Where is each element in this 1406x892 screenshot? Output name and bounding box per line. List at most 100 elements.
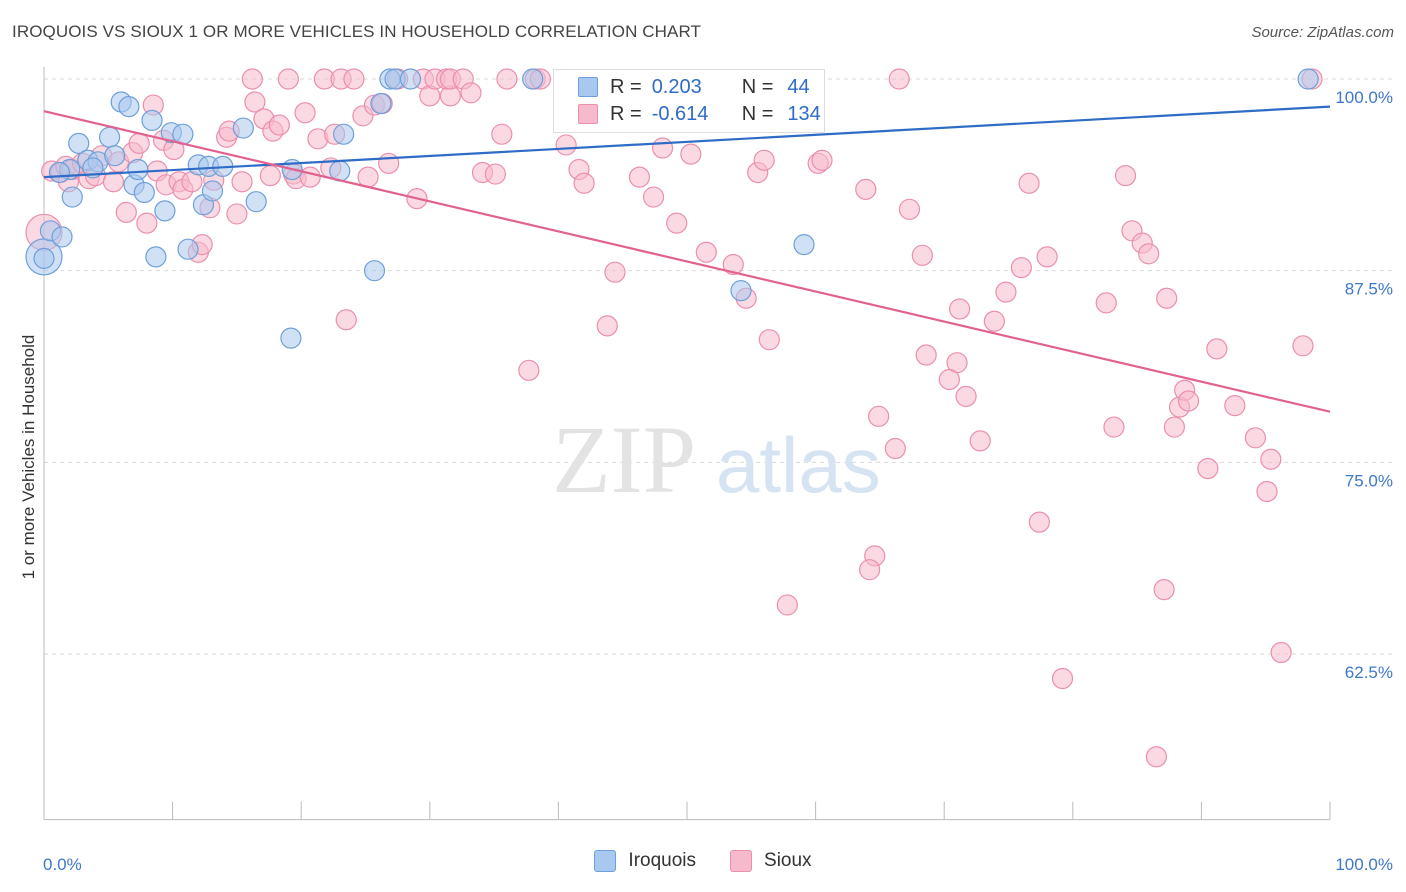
y-axis-label: 1 or more Vehicles in Household — [19, 335, 38, 580]
iroquois-point — [61, 186, 83, 208]
sioux-point — [1270, 641, 1292, 664]
iroquois-point — [399, 68, 422, 90]
iroquois-point — [280, 327, 302, 349]
iroquois-point — [363, 260, 386, 282]
chart-title: IROQUOIS VS SIOUX 1 OR MORE VEHICLES IN … — [12, 22, 702, 41]
sioux-point — [357, 166, 379, 188]
sioux-point — [1051, 667, 1074, 690]
sioux-point — [299, 166, 321, 188]
iroquois-point — [522, 68, 544, 90]
sioux-point — [604, 261, 626, 283]
sioux-point — [1153, 578, 1175, 601]
sioux-point — [1197, 457, 1219, 480]
sioux-point — [496, 68, 518, 90]
iroquois-point — [145, 246, 167, 268]
sioux-point — [128, 132, 150, 154]
sioux-point — [969, 430, 991, 452]
series-legend: Iroquois Sioux — [0, 850, 1406, 872]
r-label: R = — [610, 102, 642, 125]
gridlines — [44, 78, 1392, 655]
sioux-point — [776, 594, 798, 616]
iroquois-point — [201, 180, 224, 202]
sioux-legend-swatch — [730, 850, 753, 872]
iroquois-point — [333, 123, 355, 145]
sioux-point — [898, 198, 921, 220]
sioux-swatch — [578, 104, 598, 124]
sioux-point — [651, 137, 674, 159]
iroquois-point — [82, 157, 104, 179]
iroquois-point — [141, 109, 163, 132]
sioux-point — [1018, 172, 1040, 194]
sioux-point — [811, 149, 833, 171]
iroquois-trend-line — [43, 105, 1331, 179]
iroquois-point — [48, 161, 71, 184]
x-tick-label: 0.0% — [43, 855, 82, 874]
iroquois-point — [177, 238, 199, 260]
watermark-zip: ZIP — [552, 406, 696, 513]
sioux-point — [491, 123, 513, 145]
legend-label-sioux: Sioux — [764, 850, 812, 871]
sioux-point — [1145, 746, 1167, 768]
stats-legend: R = 0.203 N = 44 R = -0.614 N = 134 — [553, 69, 825, 133]
sioux-point — [1256, 480, 1278, 503]
sioux-point — [666, 212, 688, 234]
sioux-point — [1163, 416, 1185, 438]
sioux-point — [1156, 287, 1178, 309]
sioux-point — [855, 178, 877, 200]
legend-item-iroquois[interactable]: Iroquois — [594, 850, 696, 872]
sioux-point — [1260, 448, 1282, 470]
sioux-point — [642, 186, 665, 208]
sioux-point — [573, 172, 595, 194]
sioux-trend-line — [43, 110, 1331, 413]
iroquois-point — [98, 126, 121, 148]
iroquois-point — [133, 181, 155, 204]
legend-item-sioux[interactable]: Sioux — [730, 850, 812, 872]
sioux-point — [938, 368, 960, 391]
sioux-point — [244, 91, 266, 113]
r-label: R = — [610, 75, 642, 98]
n-label: N = — [741, 102, 774, 125]
sioux-point — [343, 68, 365, 90]
sioux-point — [231, 171, 253, 193]
sioux-point — [335, 309, 357, 331]
sioux-point — [911, 244, 933, 266]
sioux-point — [294, 102, 316, 124]
sioux-point — [484, 163, 506, 185]
sioux-point — [949, 298, 971, 320]
sioux-point — [115, 201, 137, 223]
sioux-point — [1114, 165, 1137, 187]
sioux-point — [955, 385, 977, 407]
sioux-point — [1292, 335, 1314, 357]
sioux-point — [555, 134, 577, 156]
sioux-point — [102, 171, 125, 193]
iroquois-point — [232, 117, 254, 139]
sioux-point — [241, 68, 263, 90]
watermark-atlas: atlas — [716, 421, 881, 509]
sioux-point — [1244, 427, 1267, 449]
sioux-point — [268, 114, 290, 136]
sioux-point — [915, 344, 937, 366]
sioux-point — [1028, 511, 1050, 533]
sioux-point — [226, 203, 248, 225]
sioux-point — [995, 281, 1017, 303]
iroquois-point — [68, 132, 90, 154]
iroquois-point — [370, 92, 392, 115]
iroquois-point — [245, 191, 267, 213]
y-tick-label: 62.5% — [1345, 663, 1393, 682]
watermark: ZIP atlas — [552, 406, 881, 513]
source-credit: Source: ZipAtlas.com — [1251, 24, 1394, 41]
sioux-point — [1036, 246, 1058, 268]
iroquois-swatch — [578, 77, 598, 97]
trend-lines — [43, 105, 1331, 413]
sioux-point — [884, 437, 906, 460]
n-value-iroquois: 44 — [787, 75, 810, 98]
sioux-point — [758, 329, 780, 351]
y-tick-label: 75.0% — [1345, 471, 1393, 490]
iroquois-legend-swatch — [594, 850, 617, 872]
sioux-point — [859, 559, 881, 581]
n-value-sioux: 134 — [787, 102, 821, 125]
sioux-point — [695, 241, 717, 263]
r-value-iroquois: 0.203 — [651, 75, 702, 98]
x-tick-label: 100.0% — [1335, 855, 1393, 874]
